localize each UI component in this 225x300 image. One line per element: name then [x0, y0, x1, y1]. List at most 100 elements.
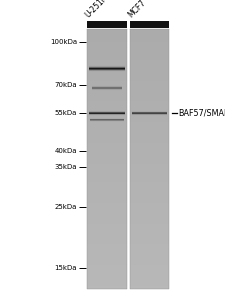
- Bar: [130, 41, 169, 44]
- Bar: [130, 135, 169, 138]
- Bar: [87, 143, 126, 145]
- Bar: [87, 117, 126, 119]
- Bar: [87, 138, 126, 140]
- Text: BAF57/SMARCE1: BAF57/SMARCE1: [178, 109, 225, 118]
- Text: 35kDa: 35kDa: [54, 164, 77, 170]
- Bar: [130, 96, 169, 99]
- Bar: [130, 213, 169, 216]
- Bar: [87, 133, 126, 135]
- Bar: [130, 39, 169, 41]
- Bar: [130, 270, 169, 273]
- Bar: [87, 49, 126, 52]
- Bar: [87, 36, 126, 39]
- Bar: [130, 200, 169, 203]
- Bar: [89, 71, 125, 72]
- Bar: [87, 21, 126, 28]
- Bar: [87, 153, 126, 156]
- Bar: [87, 101, 126, 104]
- Bar: [89, 66, 125, 67]
- Bar: [87, 148, 126, 151]
- Bar: [87, 106, 126, 109]
- Bar: [130, 177, 169, 179]
- Bar: [87, 156, 126, 158]
- Bar: [87, 39, 126, 41]
- Bar: [130, 221, 169, 224]
- Bar: [87, 112, 126, 114]
- Bar: [89, 65, 125, 66]
- Text: 25kDa: 25kDa: [55, 204, 77, 210]
- Bar: [130, 104, 169, 106]
- Bar: [87, 286, 126, 289]
- Bar: [87, 265, 126, 268]
- Bar: [130, 130, 169, 133]
- Bar: [87, 184, 126, 187]
- Bar: [130, 216, 169, 218]
- Bar: [87, 284, 126, 286]
- Bar: [87, 278, 126, 281]
- Bar: [87, 151, 126, 153]
- Bar: [87, 224, 126, 226]
- Text: MCF7: MCF7: [126, 0, 147, 20]
- Bar: [130, 276, 169, 278]
- Bar: [130, 83, 169, 86]
- Bar: [87, 218, 126, 221]
- Bar: [130, 21, 169, 28]
- Bar: [87, 198, 126, 200]
- Bar: [130, 206, 169, 208]
- Bar: [130, 99, 169, 101]
- Bar: [87, 83, 126, 86]
- Bar: [87, 257, 126, 260]
- Bar: [87, 262, 126, 265]
- Bar: [87, 179, 126, 182]
- Bar: [89, 70, 125, 71]
- Bar: [87, 119, 126, 122]
- Bar: [87, 57, 126, 60]
- Bar: [87, 114, 126, 117]
- Bar: [130, 226, 169, 229]
- Bar: [130, 231, 169, 234]
- Bar: [130, 65, 169, 68]
- Bar: [87, 68, 126, 70]
- Bar: [87, 190, 126, 192]
- Bar: [87, 174, 126, 177]
- Bar: [87, 187, 126, 190]
- Bar: [130, 49, 169, 52]
- Bar: [87, 242, 126, 244]
- Bar: [130, 179, 169, 182]
- Bar: [130, 255, 169, 257]
- Bar: [87, 70, 126, 73]
- Bar: [87, 28, 126, 31]
- Bar: [87, 28, 126, 289]
- Bar: [130, 237, 169, 239]
- Bar: [87, 140, 126, 143]
- Bar: [130, 260, 169, 262]
- Bar: [130, 278, 169, 281]
- Bar: [130, 112, 169, 114]
- Bar: [130, 75, 169, 78]
- Bar: [130, 174, 169, 177]
- Bar: [130, 164, 169, 166]
- Bar: [87, 206, 126, 208]
- Bar: [87, 167, 126, 169]
- Bar: [87, 161, 126, 164]
- Bar: [87, 34, 126, 36]
- Bar: [130, 94, 169, 96]
- Bar: [87, 73, 126, 75]
- Bar: [130, 106, 169, 109]
- Bar: [87, 86, 126, 88]
- Bar: [87, 208, 126, 211]
- Text: 15kDa: 15kDa: [54, 265, 77, 271]
- Bar: [87, 268, 126, 270]
- Bar: [130, 44, 169, 47]
- Bar: [87, 88, 126, 91]
- Bar: [87, 164, 126, 166]
- Bar: [130, 250, 169, 252]
- Bar: [130, 161, 169, 164]
- Bar: [130, 125, 169, 127]
- Bar: [130, 252, 169, 255]
- Bar: [130, 218, 169, 221]
- Bar: [130, 31, 169, 34]
- Bar: [130, 78, 169, 80]
- Bar: [130, 151, 169, 153]
- Bar: [130, 198, 169, 200]
